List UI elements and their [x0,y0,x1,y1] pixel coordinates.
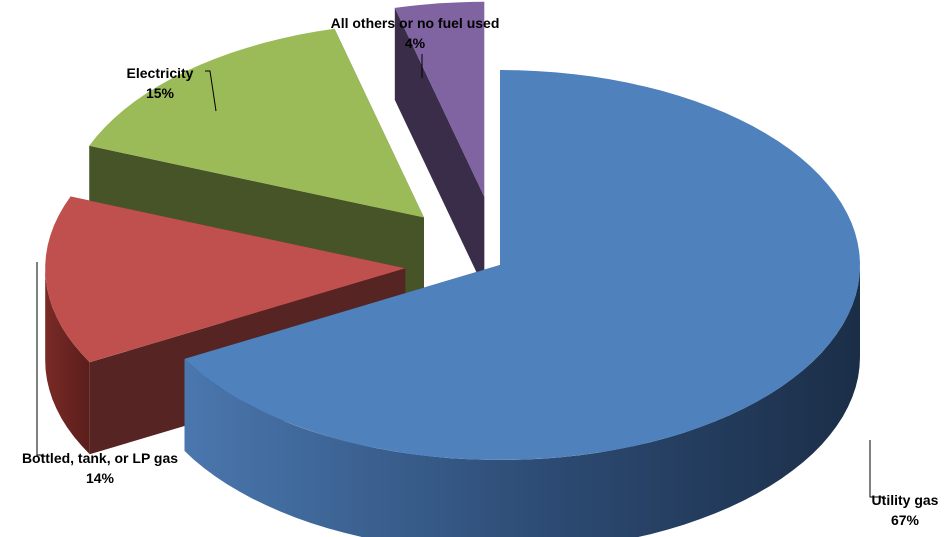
slice-top [45,196,406,363]
leader-line-bottled-tank-or-lp-gas [36,262,42,456]
slice-value-bottled-tank-or-lp-gas: 14% [86,470,115,486]
slice-value-all-others-or-no-fuel-used: 4% [405,35,426,51]
slice-value-utility-gas: 67% [891,512,920,528]
slice-label-bottled-tank-or-lp-gas: Bottled, tank, or LP gas [22,450,178,466]
label-layer: Utility gas 67% Bottled, tank, or LP gas 14… [22,15,939,528]
slice-top [184,70,860,460]
leader-line-electricity [205,70,217,112]
slice-label-all-others-or-no-fuel-used: All others or no fuel used [331,15,500,31]
pie-slice-all-others-or-no-fuel-used [394,1,485,289]
slice-top [394,1,485,197]
leader-line-utility-gas [869,440,883,498]
slice-top [89,28,424,218]
slice-layer [45,1,860,537]
slice-side [184,265,860,537]
slice-label-utility-gas: Utility gas [872,492,939,508]
slice-side [45,268,90,455]
slice-wall [394,7,485,289]
slice-value-electricity: 15% [146,85,175,101]
pie-slice-utility-gas [184,70,860,537]
slice-label-electricity: Electricity [127,65,194,81]
